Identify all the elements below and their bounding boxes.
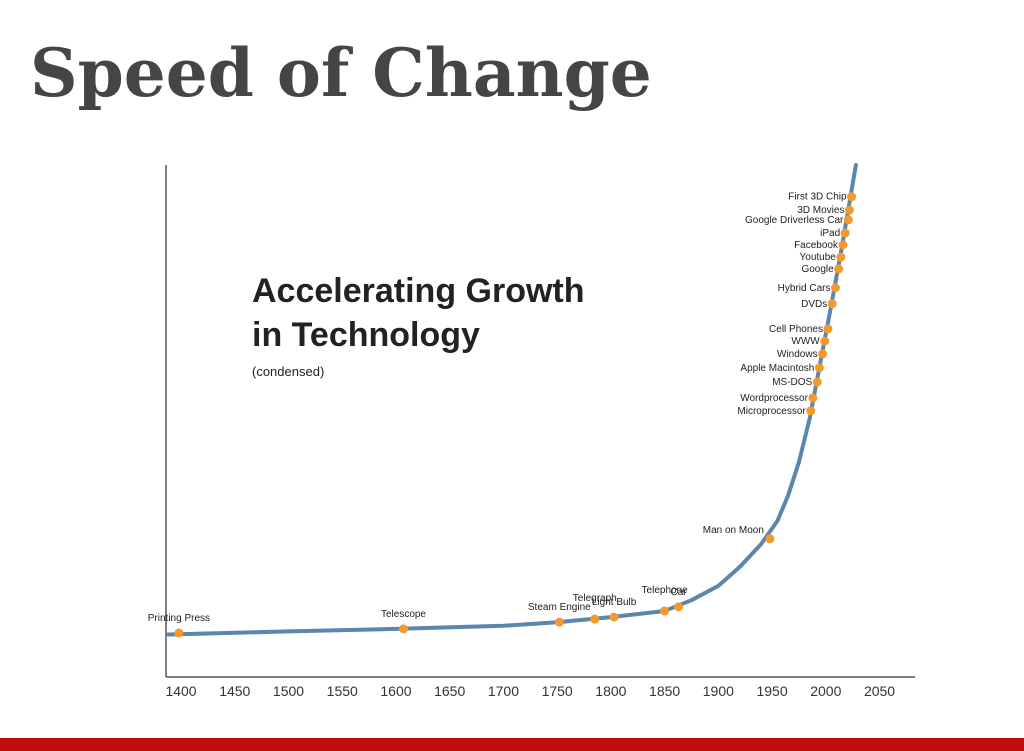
milestone-point bbox=[674, 602, 684, 612]
milestone-point bbox=[808, 393, 818, 403]
x-tick-label: 1650 bbox=[434, 683, 465, 699]
x-tick-label: 1950 bbox=[756, 683, 787, 699]
milestone-label: WWW bbox=[791, 336, 820, 347]
milestone-point bbox=[836, 252, 846, 262]
milestone-label: Apple Macintosh bbox=[740, 363, 814, 374]
milestone-point bbox=[812, 377, 822, 387]
x-tick-label: 1850 bbox=[649, 683, 680, 699]
milestone-label: Wordprocessor bbox=[740, 393, 808, 404]
slide-title: Speed of Change bbox=[30, 34, 652, 112]
milestone-point bbox=[838, 240, 848, 250]
footer-bar bbox=[0, 738, 1024, 751]
milestone-point bbox=[174, 628, 184, 638]
milestone-point bbox=[827, 299, 837, 309]
milestone-point bbox=[818, 349, 828, 359]
milestone-label: Light Bulb bbox=[592, 597, 637, 608]
milestone-point bbox=[554, 617, 564, 627]
milestone-point bbox=[814, 363, 824, 373]
milestone-label: Facebook bbox=[794, 240, 839, 251]
x-tick-label: 1600 bbox=[380, 683, 411, 699]
x-tick-label: 2050 bbox=[864, 683, 895, 699]
milestone-point bbox=[398, 624, 408, 634]
milestone-point bbox=[844, 205, 854, 215]
milestone-label: Google Driverless Car bbox=[745, 215, 844, 226]
milestone-label: Telescope bbox=[381, 609, 426, 620]
milestone-point bbox=[820, 336, 830, 346]
milestone-point bbox=[806, 406, 816, 416]
milestone-label: Windows bbox=[777, 349, 818, 360]
milestone-label: iPad bbox=[820, 228, 840, 239]
x-tick-label: 1750 bbox=[542, 683, 573, 699]
chart-subtitle: (condensed) bbox=[252, 364, 324, 379]
x-tick-label: 2000 bbox=[810, 683, 841, 699]
milestone-point bbox=[840, 228, 850, 238]
growth-curve bbox=[166, 163, 858, 637]
milestone-label: Steam Engine bbox=[528, 602, 591, 613]
x-tick-label: 1900 bbox=[703, 683, 734, 699]
milestone-point bbox=[843, 215, 853, 225]
milestone-label: Youtube bbox=[800, 252, 837, 263]
milestone-label: MS-DOS bbox=[772, 377, 812, 388]
milestone-point bbox=[823, 324, 833, 334]
milestone-label: Telegraph bbox=[573, 593, 617, 604]
milestone-point bbox=[847, 192, 857, 202]
milestone-label: DVDs bbox=[801, 299, 827, 310]
x-tick-label: 1550 bbox=[327, 683, 358, 699]
x-tick-label: 1500 bbox=[273, 683, 304, 699]
milestone-label: Printing Press bbox=[148, 613, 210, 624]
chart-title-line: Accelerating Growth bbox=[252, 272, 585, 310]
milestone-label: Microprocessor bbox=[737, 406, 806, 417]
milestone-point bbox=[834, 264, 844, 274]
x-tick-label: 1450 bbox=[219, 683, 250, 699]
milestone-label: Car bbox=[671, 587, 688, 598]
x-tick-label: 1800 bbox=[595, 683, 626, 699]
milestone-label: 3D Movies bbox=[797, 205, 844, 216]
milestone-label: Cell Phones bbox=[769, 324, 823, 335]
x-tick-label: 1700 bbox=[488, 683, 519, 699]
chart-title-line: in Technology bbox=[252, 316, 480, 354]
milestone-label: First 3D Chip bbox=[788, 192, 847, 203]
milestone-point bbox=[830, 283, 840, 293]
milestone-point bbox=[609, 612, 619, 622]
milestone-label: Google bbox=[801, 264, 834, 275]
milestone-label: Hybrid Cars bbox=[778, 283, 831, 294]
milestone-point bbox=[590, 614, 600, 624]
milestone-point bbox=[765, 534, 775, 544]
milestone-label: Man on Moon bbox=[703, 525, 764, 536]
milestone-label: Telephone bbox=[642, 585, 689, 596]
milestone-point bbox=[660, 606, 670, 616]
x-tick-label: 1400 bbox=[165, 683, 196, 699]
